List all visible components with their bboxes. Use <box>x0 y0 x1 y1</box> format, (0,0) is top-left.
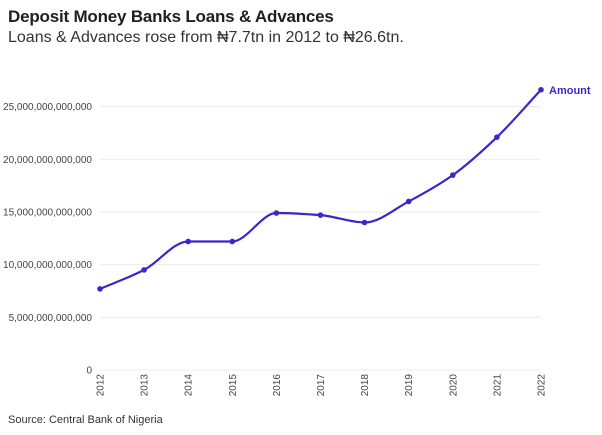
x-tick-label: 2012 <box>96 374 107 397</box>
series-label: Amount <box>549 85 591 97</box>
x-tick-label: 2013 <box>140 374 151 397</box>
data-point <box>273 210 280 216</box>
y-tick-label: 0 <box>86 366 92 377</box>
data-point <box>185 238 191 245</box>
x-tick-label: 2019 <box>404 374 415 397</box>
data-point <box>538 86 544 93</box>
x-tick-label: 2020 <box>448 374 459 397</box>
x-tick-label: 2017 <box>316 374 327 397</box>
y-axis-ticks: 0 5,000,000,000,000 10,000,000,000,000 15,0… <box>3 102 92 376</box>
data-point <box>494 134 500 140</box>
y-tick-label: 20,000,000,000,000 <box>3 155 92 166</box>
x-tick-label: 2015 <box>228 374 239 397</box>
data-point <box>317 212 324 218</box>
data-point <box>450 172 456 178</box>
y-tick-label: 25,000,000,000,000 <box>3 102 92 113</box>
series-layer: Amount <box>97 85 591 292</box>
series-line-amount <box>98 88 543 290</box>
y-tick-label: 15,000,000,000,000 <box>3 207 92 218</box>
gridlines <box>100 106 541 371</box>
data-point <box>141 267 147 273</box>
x-tick-label: 2014 <box>184 374 195 397</box>
chart-subtitle: Loans & Advances rose from ₦7.7tn in 201… <box>8 29 404 46</box>
chart-title: Deposit Money Banks Loans & Advances <box>8 7 334 26</box>
x-tick-label: 2018 <box>360 374 371 397</box>
source-note: Source: Central Bank of Nigeria <box>8 414 163 426</box>
data-point <box>229 238 236 245</box>
y-tick-label: 10,000,000,000,000 <box>3 260 92 271</box>
x-tick-label: 2022 <box>537 374 548 397</box>
y-tick-label: 5,000,000,000,000 <box>9 313 93 324</box>
data-point <box>361 219 368 226</box>
data-point <box>97 286 103 292</box>
x-tick-label: 2016 <box>272 374 283 397</box>
x-tick-label: 2021 <box>492 374 503 397</box>
x-axis-ticks: 2012 2013 2014 2015 2016 2017 2018 2019 2020 2021… <box>96 374 548 397</box>
data-point <box>405 198 412 205</box>
